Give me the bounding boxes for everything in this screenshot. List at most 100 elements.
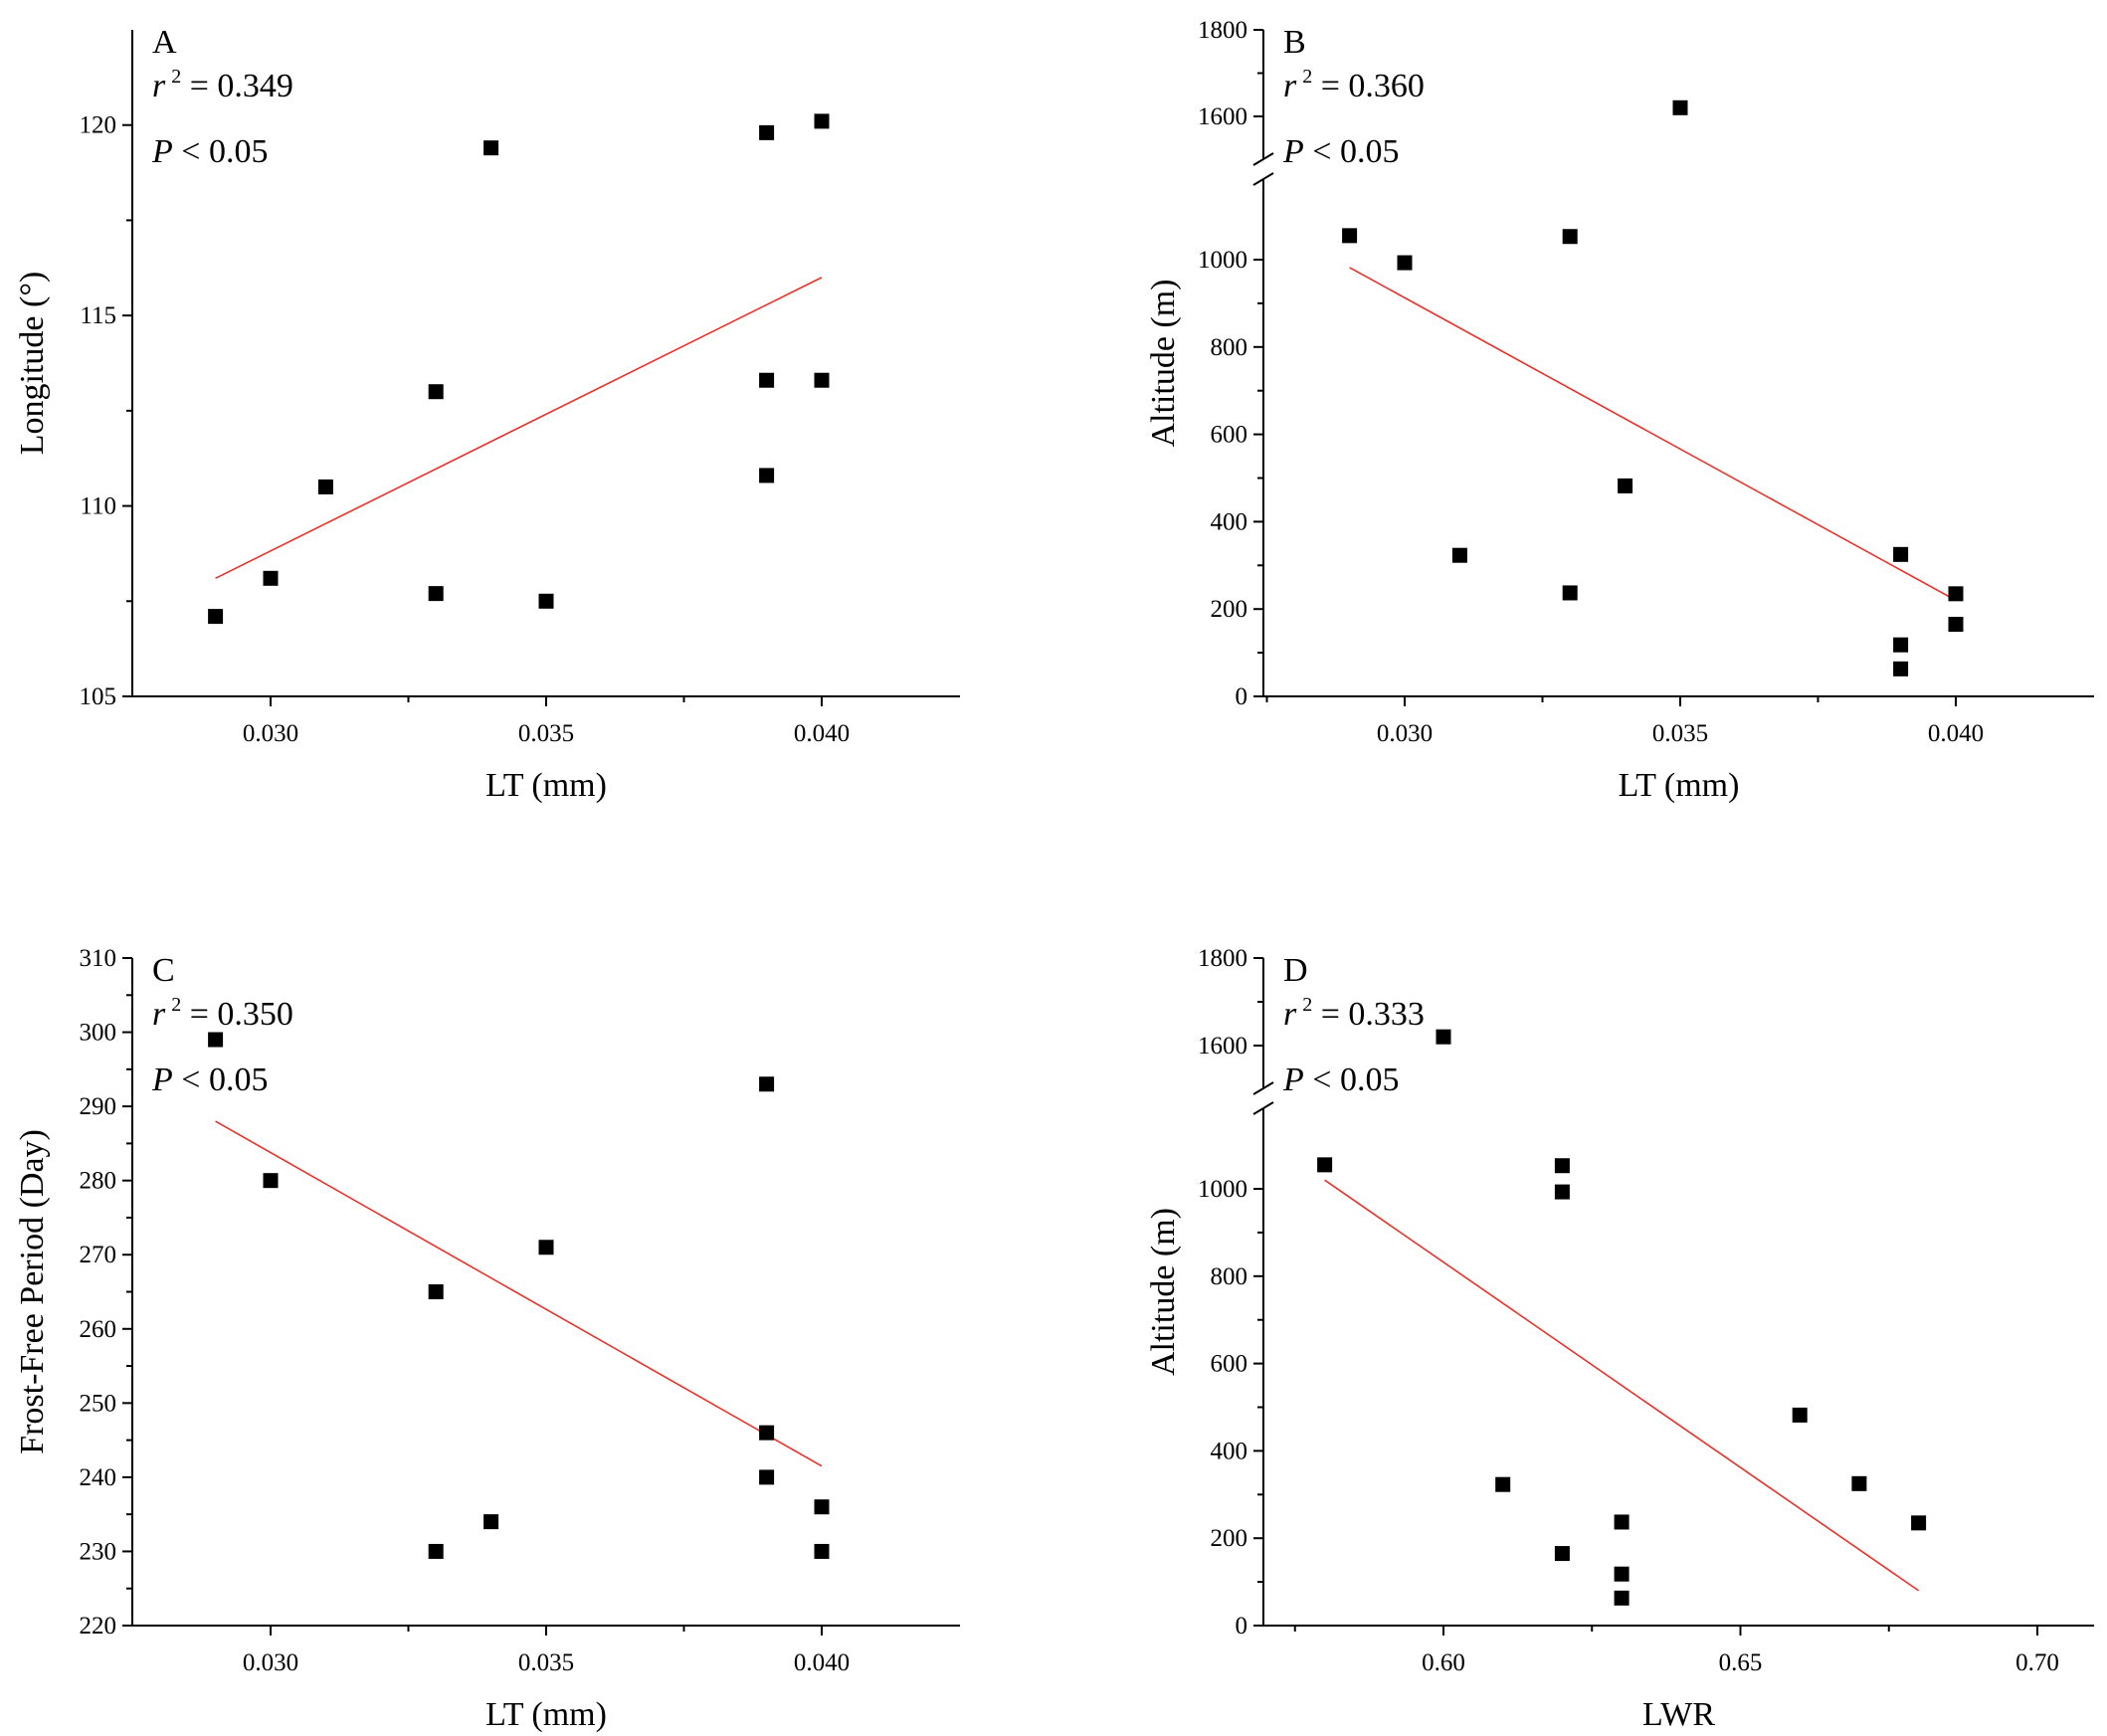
data-point bbox=[428, 384, 444, 400]
data-point bbox=[1618, 478, 1633, 493]
y-tick-label: 1800 bbox=[1198, 17, 1247, 44]
data-point bbox=[1562, 229, 1578, 245]
x-axis-title: LT (mm) bbox=[485, 1696, 607, 1733]
data-point bbox=[1495, 1476, 1511, 1492]
y-tick-label: 300 bbox=[80, 1020, 117, 1047]
x-tick-label: 0.040 bbox=[794, 720, 850, 747]
y-tick-label: 260 bbox=[80, 1316, 117, 1343]
data-point bbox=[1948, 586, 1964, 602]
data-point bbox=[1911, 1515, 1927, 1531]
data-point bbox=[1397, 255, 1413, 271]
data-point bbox=[428, 1284, 444, 1299]
x-tick-label: 0.60 bbox=[1422, 1649, 1465, 1676]
y-tick-label: 1000 bbox=[1198, 1176, 1247, 1203]
data-point bbox=[759, 124, 775, 140]
panel-d: 0 200 400 600 800 1000 1600 1800 0.60 0.65 0.70 LWR… bbox=[1145, 945, 2094, 1733]
data-point bbox=[483, 140, 499, 156]
data-point bbox=[1672, 99, 1688, 115]
data-point bbox=[814, 1543, 830, 1559]
y-axis-title: Altitude (m) bbox=[1145, 1208, 1182, 1376]
y-tick-label: 1600 bbox=[1198, 103, 1247, 130]
data-point bbox=[1317, 1157, 1333, 1173]
y-tick-label: 200 bbox=[1211, 1525, 1248, 1552]
regression-line bbox=[1349, 267, 1957, 602]
y-tick-label: 1800 bbox=[1198, 945, 1247, 972]
y-tick-label: 270 bbox=[80, 1242, 117, 1268]
y-tick-label: 240 bbox=[80, 1464, 117, 1491]
p-value-label: P < 0.05 bbox=[1282, 133, 1399, 170]
data-point bbox=[1792, 1407, 1808, 1423]
y-tick-label: 1600 bbox=[1198, 1033, 1247, 1060]
p-value-label: P < 0.05 bbox=[151, 1061, 268, 1098]
data-point bbox=[263, 570, 279, 586]
data-point bbox=[1893, 661, 1909, 676]
data-point bbox=[208, 1032, 224, 1048]
y-tick-label: 0 bbox=[1236, 1613, 1248, 1640]
panel-letter: B bbox=[1283, 24, 1306, 61]
data-point bbox=[759, 1076, 775, 1092]
regression-line bbox=[1324, 1179, 1920, 1592]
data-point bbox=[428, 586, 444, 602]
y-tick-label: 105 bbox=[80, 683, 117, 710]
data-point bbox=[1614, 1566, 1629, 1582]
data-point bbox=[483, 1514, 499, 1530]
y-tick-label: 600 bbox=[1211, 1351, 1248, 1378]
panel-letter: A bbox=[152, 24, 177, 61]
x-tick-label: 0.030 bbox=[1377, 720, 1433, 747]
axis-break-mark bbox=[1252, 1081, 1274, 1095]
data-point bbox=[1614, 1514, 1629, 1530]
data-point bbox=[538, 593, 554, 609]
x-tick-label: 0.040 bbox=[794, 1649, 850, 1676]
y-tick-label: 0 bbox=[1236, 683, 1248, 710]
data-point bbox=[1554, 1158, 1570, 1174]
y-tick-label: 120 bbox=[80, 112, 117, 139]
data-point bbox=[814, 1499, 830, 1515]
data-point bbox=[814, 372, 830, 388]
y-tick-label: 115 bbox=[80, 302, 116, 329]
x-axis-title: LT (mm) bbox=[485, 767, 607, 804]
y-tick-label: 250 bbox=[80, 1390, 117, 1417]
panel-a: 105 110 115 120 0.030 0.035 0.040 LT (mm) Longit… bbox=[14, 24, 960, 804]
axis-break-mark bbox=[1252, 152, 1274, 166]
p-value-label: P < 0.05 bbox=[1282, 1061, 1399, 1098]
y-tick-label: 110 bbox=[80, 493, 116, 520]
y-tick-label: 800 bbox=[1211, 1263, 1248, 1290]
data-point bbox=[759, 468, 775, 483]
data-point bbox=[814, 113, 830, 129]
y-tick-label: 200 bbox=[1211, 596, 1248, 623]
x-tick-label: 0.035 bbox=[518, 1649, 574, 1676]
data-point bbox=[208, 609, 224, 625]
axis-break-mark bbox=[1252, 1101, 1274, 1115]
x-tick-label: 0.035 bbox=[518, 720, 574, 747]
data-point bbox=[1342, 228, 1358, 244]
data-point bbox=[538, 1240, 554, 1255]
y-tick-label: 290 bbox=[80, 1093, 117, 1120]
axis-break-mark bbox=[1252, 172, 1274, 186]
y-tick-label: 800 bbox=[1211, 334, 1248, 361]
p-value-label: P < 0.05 bbox=[151, 133, 268, 170]
data-point bbox=[1554, 1546, 1570, 1562]
data-point bbox=[759, 372, 775, 388]
y-tick-label: 220 bbox=[80, 1613, 117, 1640]
regression-line bbox=[215, 277, 823, 580]
x-tick-label: 0.030 bbox=[243, 1649, 298, 1676]
y-tick-label: 1000 bbox=[1198, 247, 1247, 274]
x-tick-label: 0.040 bbox=[1928, 720, 1984, 747]
x-tick-label: 0.035 bbox=[1652, 720, 1708, 747]
y-tick-label: 230 bbox=[80, 1538, 117, 1565]
data-point bbox=[1554, 1184, 1570, 1200]
data-point bbox=[428, 1543, 444, 1559]
y-axis-title: Altitude (m) bbox=[1145, 279, 1182, 447]
data-point bbox=[263, 1173, 279, 1189]
y-tick-label: 310 bbox=[80, 945, 117, 972]
data-point bbox=[1851, 1475, 1867, 1491]
panel-b: 0 200 400 600 800 1000 1600 1800 0.030 0.035 0.040… bbox=[1145, 17, 2094, 804]
y-tick-label: 280 bbox=[80, 1168, 117, 1195]
regression-line bbox=[215, 1120, 823, 1467]
data-point bbox=[1893, 546, 1909, 562]
data-point bbox=[1948, 617, 1964, 633]
